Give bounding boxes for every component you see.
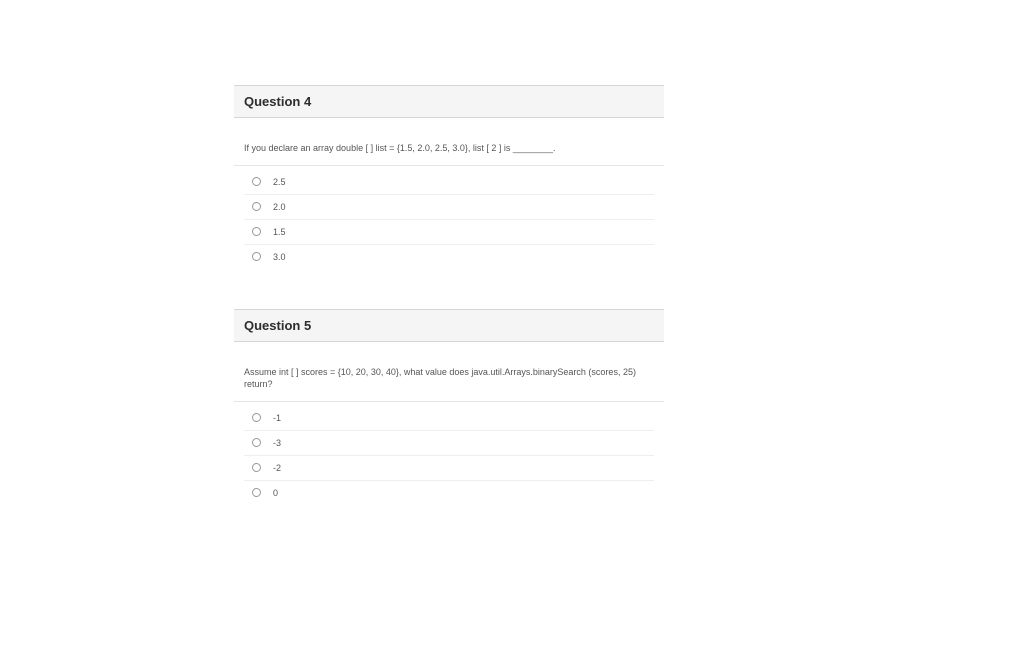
question-prompt: Assume int [ ] scores = {10, 20, 30, 40}… (234, 342, 664, 402)
option-row[interactable]: -2 (244, 456, 654, 481)
option-label: 3.0 (273, 252, 286, 262)
option-label: 1.5 (273, 227, 286, 237)
question-prompt: If you declare an array double [ ] list … (234, 118, 664, 166)
radio-icon[interactable] (252, 463, 261, 472)
radio-icon[interactable] (252, 438, 261, 447)
radio-icon[interactable] (252, 488, 261, 497)
option-label: -2 (273, 463, 281, 473)
option-row[interactable]: 2.5 (244, 170, 654, 195)
quiz-container: Question 4 If you declare an array doubl… (234, 85, 664, 505)
option-label: 2.0 (273, 202, 286, 212)
radio-icon[interactable] (252, 202, 261, 211)
option-row[interactable]: 3.0 (244, 245, 654, 269)
radio-icon[interactable] (252, 177, 261, 186)
question-title: Question 5 (234, 309, 664, 342)
option-row[interactable]: 0 (244, 481, 654, 505)
option-label: -3 (273, 438, 281, 448)
option-label: 2.5 (273, 177, 286, 187)
option-row[interactable]: 2.0 (244, 195, 654, 220)
question-block: Question 4 If you declare an array doubl… (234, 85, 664, 269)
option-label: -1 (273, 413, 281, 423)
options-list: -1 -3 -2 0 (234, 406, 664, 505)
option-label: 0 (273, 488, 278, 498)
radio-icon[interactable] (252, 227, 261, 236)
radio-icon[interactable] (252, 413, 261, 422)
radio-icon[interactable] (252, 252, 261, 261)
option-row[interactable]: 1.5 (244, 220, 654, 245)
question-block: Question 5 Assume int [ ] scores = {10, … (234, 309, 664, 505)
options-list: 2.5 2.0 1.5 3.0 (234, 170, 664, 269)
option-row[interactable]: -3 (244, 431, 654, 456)
option-row[interactable]: -1 (244, 406, 654, 431)
question-title: Question 4 (234, 85, 664, 118)
